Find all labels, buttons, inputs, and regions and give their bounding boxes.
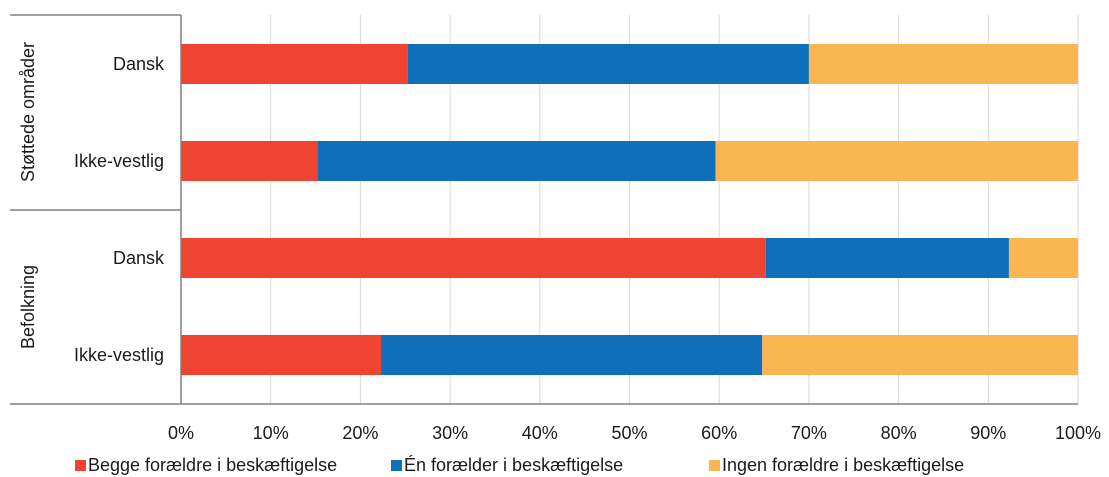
x-tick-labels: 0% 10% 20% 30% 40% 50% 60% 70% 80% 90% 100% xyxy=(168,423,1101,443)
group-label: Støttede områder xyxy=(18,42,38,182)
bar-segment-2 xyxy=(381,335,763,375)
x-tick-label: 100% xyxy=(1055,423,1101,443)
bar-segment-3 xyxy=(1008,238,1078,278)
bar-segment-2 xyxy=(317,141,716,181)
group-label: Befolkning xyxy=(18,265,38,349)
x-tick-label: 90% xyxy=(970,423,1006,443)
x-tick-label: 60% xyxy=(701,423,737,443)
x-tick-label: 40% xyxy=(522,423,558,443)
bar-segment-3 xyxy=(715,141,1078,181)
category-labels: Dansk Ikke-vestlig Dansk Ikke-vestlig xyxy=(74,54,165,365)
x-tick-label: 10% xyxy=(253,423,289,443)
legend-label: Begge forældre i beskæftigelse xyxy=(88,455,337,475)
category-label: Dansk xyxy=(113,248,165,268)
x-tick-label: 70% xyxy=(791,423,827,443)
category-label: Ikke-vestlig xyxy=(74,151,164,171)
bar-segment-2 xyxy=(407,44,809,84)
axes xyxy=(10,14,1078,405)
legend-swatch xyxy=(709,460,720,471)
category-label: Ikke-vestlig xyxy=(74,345,164,365)
category-label: Dansk xyxy=(113,54,165,74)
bar-segment-1 xyxy=(181,44,408,84)
bar-segment-2 xyxy=(765,238,1009,278)
legend-swatch xyxy=(75,460,86,471)
bar-segment-3 xyxy=(808,44,1078,84)
bar-segment-1 xyxy=(181,238,766,278)
bar-segment-3 xyxy=(762,335,1078,375)
legend: Begge forældre i beskæftigelse Én forælde… xyxy=(75,455,964,475)
x-tick-label: 50% xyxy=(611,423,647,443)
bars xyxy=(181,44,1078,375)
legend-label: Én forælder i beskæftigelse xyxy=(404,455,623,475)
legend-label: Ingen forældre i beskæftigelse xyxy=(722,455,964,475)
x-tick-label: 20% xyxy=(342,423,378,443)
bar-segment-1 xyxy=(181,141,318,181)
x-tick-label: 30% xyxy=(432,423,468,443)
bar-segment-1 xyxy=(181,335,382,375)
group-labels: Støttede områder Befolkning xyxy=(18,42,38,349)
legend-swatch xyxy=(391,460,402,471)
x-tick-label: 80% xyxy=(881,423,917,443)
x-tick-label: 0% xyxy=(168,423,194,443)
